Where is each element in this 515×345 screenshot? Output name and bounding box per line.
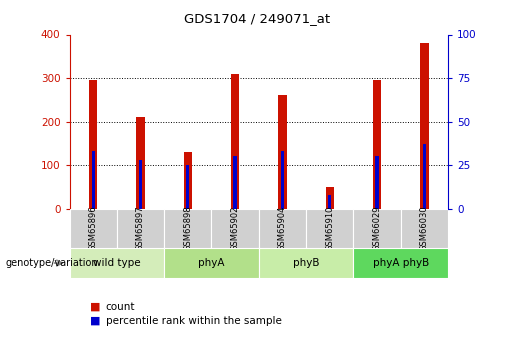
Text: percentile rank within the sample: percentile rank within the sample [106, 316, 282, 326]
Bar [117, 209, 164, 248]
Text: GSM66029: GSM66029 [372, 206, 382, 251]
Text: GSM65898: GSM65898 [183, 206, 192, 252]
Text: GDS1704 / 249071_at: GDS1704 / 249071_at [184, 12, 331, 25]
Text: GSM65910: GSM65910 [325, 206, 334, 251]
Bar [136, 117, 145, 209]
Bar [423, 144, 426, 209]
Bar [401, 209, 448, 248]
Text: count: count [106, 302, 135, 312]
Text: phyA: phyA [198, 258, 225, 268]
Text: GSM65904: GSM65904 [278, 206, 287, 251]
Bar [186, 165, 190, 209]
Bar [233, 156, 237, 209]
Bar [375, 156, 379, 209]
Text: genotype/variation: genotype/variation [5, 258, 98, 268]
Bar [353, 248, 448, 278]
Bar [373, 80, 381, 209]
Text: GSM65902: GSM65902 [231, 206, 239, 251]
Bar [212, 209, 259, 248]
Bar [420, 43, 428, 209]
Text: ■: ■ [90, 302, 100, 312]
Text: GSM65897: GSM65897 [136, 206, 145, 252]
Bar [278, 96, 287, 209]
Text: phyB: phyB [293, 258, 319, 268]
Bar [353, 209, 401, 248]
Text: ■: ■ [90, 316, 100, 326]
Bar [164, 248, 259, 278]
Bar [139, 160, 142, 209]
Text: GSM65896: GSM65896 [89, 206, 98, 252]
Bar [306, 209, 353, 248]
Bar [89, 80, 97, 209]
Bar [328, 195, 332, 209]
Bar [70, 209, 117, 248]
Bar [164, 209, 212, 248]
Bar [325, 187, 334, 209]
Bar [281, 151, 284, 209]
Text: GSM66030: GSM66030 [420, 206, 429, 252]
Bar [183, 152, 192, 209]
Bar [259, 209, 306, 248]
Text: wild type: wild type [93, 258, 141, 268]
Bar [70, 248, 164, 278]
Bar [92, 151, 95, 209]
Bar [259, 248, 353, 278]
Text: phyA phyB: phyA phyB [373, 258, 429, 268]
Bar [231, 74, 239, 209]
